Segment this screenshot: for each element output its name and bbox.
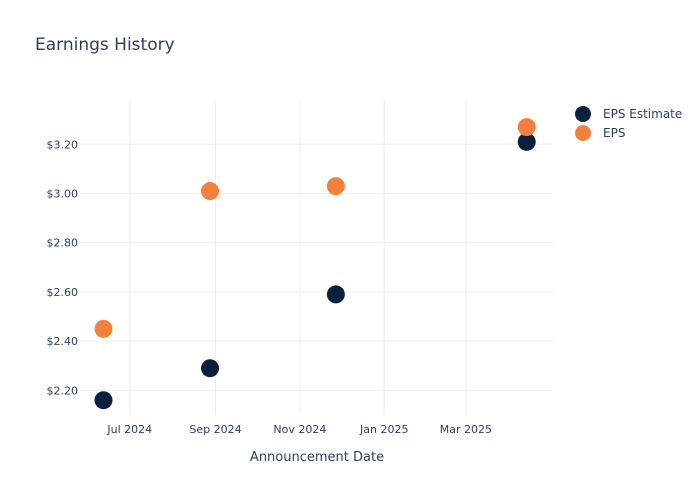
y-tick-label: $2.80 — [47, 237, 79, 250]
x-tick-label: Sep 2024 — [189, 423, 241, 436]
x-axis-title: Announcement Date — [250, 450, 384, 465]
eps-estimate-point[interactable] — [326, 285, 345, 304]
y-tick-label: $3.20 — [47, 138, 79, 151]
legend-marker[interactable] — [575, 106, 591, 122]
eps-estimate-point[interactable] — [517, 132, 536, 151]
eps-estimate-point[interactable] — [94, 391, 113, 410]
eps-point[interactable] — [201, 182, 220, 201]
y-tick-label: $3.00 — [47, 188, 79, 201]
tick-layer: Jul 2024 Sep 2024 Nov 2024 Jan 2025 Mar 2025… — [47, 138, 492, 436]
grid-layer — [80, 100, 553, 415]
eps-point[interactable] — [326, 177, 345, 196]
x-tick-label: Nov 2024 — [273, 423, 326, 436]
eps-point[interactable] — [94, 319, 113, 338]
eps-point[interactable] — [517, 118, 536, 137]
eps-estimate-point[interactable] — [201, 359, 220, 378]
point-layer — [94, 118, 536, 410]
x-tick-label: Jul 2024 — [106, 423, 152, 436]
y-tick-label: $2.20 — [47, 384, 79, 397]
legend-label[interactable]: EPS — [603, 126, 625, 140]
y-tick-label: $2.40 — [47, 335, 79, 348]
x-tick-label: Jan 2025 — [359, 423, 408, 436]
legend-label[interactable]: EPS Estimate — [603, 107, 682, 121]
legend-marker[interactable] — [575, 125, 591, 141]
y-tick-label: $2.60 — [47, 286, 79, 299]
x-tick-label: Mar 2025 — [440, 423, 492, 436]
chart-title: Earnings History — [35, 35, 175, 55]
legend: EPS Estimate EPS — [575, 106, 682, 141]
